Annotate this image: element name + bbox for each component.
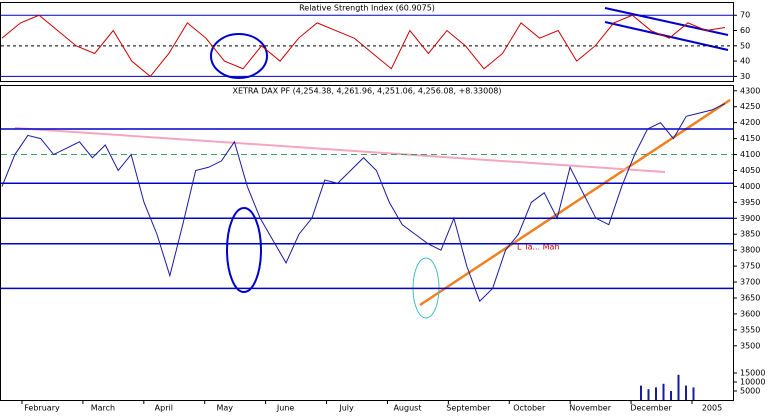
y-tick-label: 4150 [740, 134, 760, 143]
volume-bar [640, 385, 642, 400]
volume-bar [647, 389, 650, 400]
y-tick-label: 3600 [740, 309, 760, 318]
y-tick-label: 4050 [740, 166, 760, 175]
y-tick-label: 3650 [740, 293, 760, 302]
volume-bar [670, 391, 672, 400]
y-tick-label: 4250 [740, 102, 760, 111]
y-tick-label: 3750 [740, 262, 760, 271]
x-tick-label: March [91, 404, 115, 413]
y-tick-label: 40 [740, 57, 750, 66]
y-tick-label: 15000 [740, 369, 765, 378]
rsi-title: Relative Strength Index (60.9075) [299, 4, 435, 13]
trend-line [419, 98, 731, 307]
x-tick-label: November [569, 404, 611, 413]
x-tick-label: August [393, 404, 421, 413]
x-tick-label: May [216, 404, 233, 413]
rsi-frame [0, 2, 734, 82]
highlight-ellipse [210, 33, 268, 79]
highlight-ellipse [226, 207, 262, 293]
y-tick-label: 4100 [740, 150, 760, 159]
y-tick-label: 3700 [740, 278, 760, 287]
y-tick-label: 70 [740, 11, 750, 20]
x-tick-label: June [276, 404, 295, 413]
volume-bar [685, 385, 687, 400]
y-tick-label: 4200 [740, 118, 760, 127]
x-tick-label: December [630, 404, 672, 413]
y-tick-label: 3550 [740, 325, 760, 334]
volume-bar [677, 374, 680, 400]
x-tick-label: September [446, 404, 491, 413]
series-line [1, 103, 726, 303]
volume-bar [662, 383, 665, 400]
annotation: L Ta... Mah [517, 243, 560, 252]
volume-bar [655, 387, 657, 400]
x-tick-label: October [513, 404, 546, 413]
y-tick-label: 3900 [740, 214, 760, 223]
resistance-line [14, 127, 666, 173]
y-tick-label: 3850 [740, 230, 760, 239]
y-tick-label: 3950 [740, 198, 760, 207]
y-tick-label: 60 [740, 26, 750, 35]
y-tick-label: 5000 [740, 387, 760, 396]
price-title: XETRA DAX PF (4,254.38, 4,261.96, 4,251.… [232, 87, 501, 96]
x-tick-label: July [338, 404, 354, 413]
y-tick-label: 4300 [740, 86, 760, 95]
x-tick-label: February [24, 404, 60, 413]
x-tick-label: April [155, 404, 173, 413]
x-tick-label: 2005 [702, 404, 722, 413]
channel-line [604, 21, 729, 51]
y-tick-label: 3500 [740, 341, 760, 350]
y-tick-label: 30 [740, 72, 750, 81]
y-tick-label: 50 [740, 41, 750, 50]
volume-bar [692, 387, 695, 400]
price-frame [0, 85, 734, 401]
y-tick-label: 4000 [740, 182, 760, 191]
y-tick-label: 10000 [740, 378, 765, 387]
series-line [1, 14, 726, 78]
y-tick-label: 3800 [740, 246, 760, 255]
